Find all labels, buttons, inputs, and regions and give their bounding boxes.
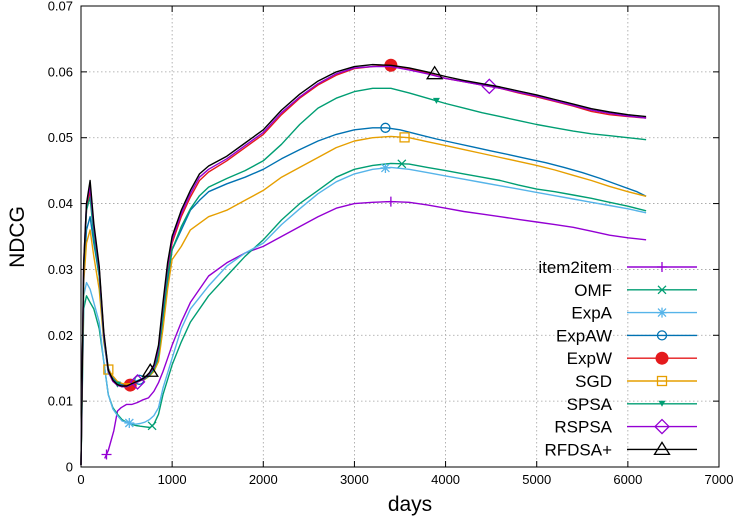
data-marker-rfdsa [425,65,444,80]
plot-series [80,58,647,466]
y-tick-label: 0.01 [48,394,73,409]
legend-marker [657,262,667,272]
legend-entry-omf: OMF [574,281,697,300]
x-tick-label: 1000 [158,472,187,487]
legend-label: SGD [575,372,612,391]
data-marker-expaw [380,122,391,133]
x-tick-label: 5000 [522,472,551,487]
series-line-sgd [80,135,647,466]
series-rfdsa [80,63,647,466]
legend: item2item OMF ExpA ExpAW ExpW SGD SPSA RSPSA RFD… [538,258,697,459]
data-marker-rfdsa [141,363,159,377]
x-tick-label: 4000 [431,472,460,487]
legend-label: OMF [574,281,612,300]
y-tick-label: 0.03 [48,262,73,277]
legend-label: ExpW [567,349,612,368]
tick-labels: 0 1000 2000 3000 4000 5000 6000 7000 0 0.01 0.02 0.… [48,0,734,487]
legend-marker [657,285,667,295]
data-marker-omf [147,421,157,431]
data-marker-omf [397,159,407,169]
y-tick-label: 0.07 [48,0,73,14]
series-line-rspsa [80,65,647,466]
legend-entry-rspsa: RSPSA [554,418,697,437]
series-line-rfdsa [80,63,647,466]
gridlines [81,6,719,467]
data-marker-item2item [385,196,396,207]
legend-label: RSPSA [554,418,612,437]
x-tick-label: 0 [77,472,84,487]
y-tick-label: 0.02 [48,328,73,343]
x-tick-label: 7000 [705,472,734,487]
series-item2item [101,196,647,460]
legend-entry-spsa: SPSA [567,395,697,414]
legend-label: SPSA [567,395,613,414]
legend-marker [657,307,667,318]
legend-label: RFDSA+ [544,440,612,459]
data-marker-sgd [399,132,410,143]
y-tick-label: 0 [66,460,73,475]
y-tick-label: 0.04 [48,196,73,211]
data-marker-expa [124,418,135,429]
legend-marker [654,418,670,435]
data-marker-item2item [101,449,112,460]
legend-entry-sgd: SGD [575,372,697,391]
legend-marker [655,351,669,365]
legend-entry-item2item: item2item [538,258,697,277]
plot-frame [80,5,720,468]
x-axis-title: days [388,493,432,516]
legend-marker [653,441,671,456]
series-line-item2item [104,200,647,459]
x-tick-label: 6000 [613,472,642,487]
legend-label: ExpA [571,304,612,323]
legend-label: ExpAW [556,326,612,345]
series-expa [80,162,647,466]
series-line-expa [80,166,647,466]
legend-entry-expa: ExpA [571,304,697,323]
data-marker-expa [380,162,391,173]
legend-marker [656,375,668,387]
legend-marker [658,400,666,407]
y-tick-label: 0.06 [48,64,73,79]
legend-marker [656,330,668,341]
x-tick-label: 3000 [340,472,369,487]
legend-entry-expaw: ExpAW [556,326,697,345]
legend-label: item2item [538,258,612,277]
legend-entry-rfdsa: RFDSA+ [544,440,697,459]
y-axis-title: NDCG [6,206,29,268]
series-line-expaw [80,127,647,466]
y-tick-label: 0.05 [48,130,73,145]
legend-entry-expw: ExpW [567,349,697,368]
axes [80,5,720,468]
data-marker-spsa [432,97,440,104]
x-tick-label: 2000 [249,472,278,487]
